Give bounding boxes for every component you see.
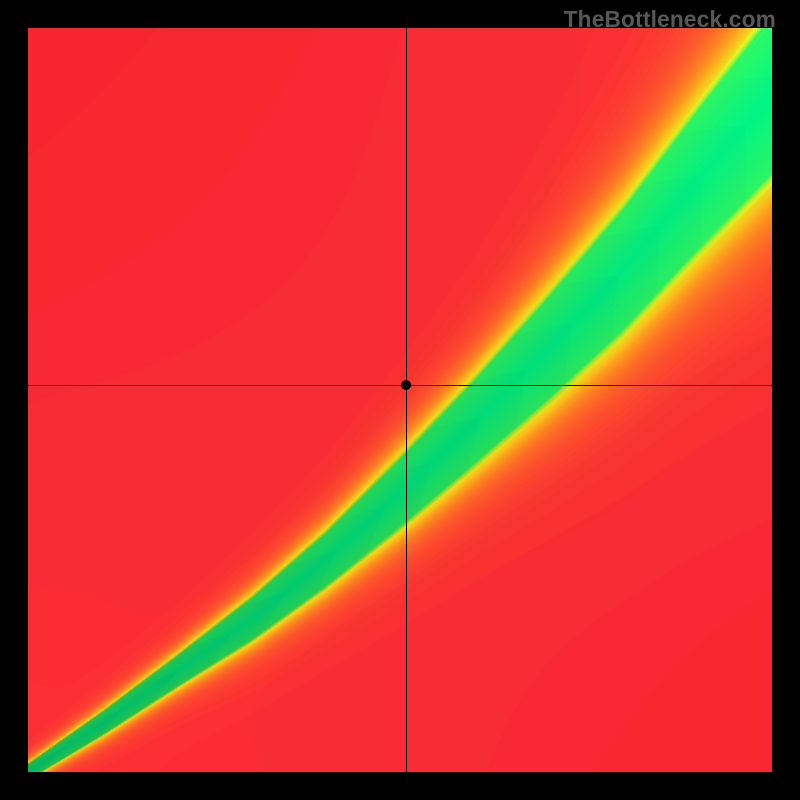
crosshair-vertical [406,28,407,772]
crosshair-marker [401,380,411,390]
chart-container: TheBottleneck.com [0,0,800,800]
heatmap-canvas [28,28,772,772]
watermark-text: TheBottleneck.com [564,6,776,33]
heatmap-plot [28,28,772,772]
